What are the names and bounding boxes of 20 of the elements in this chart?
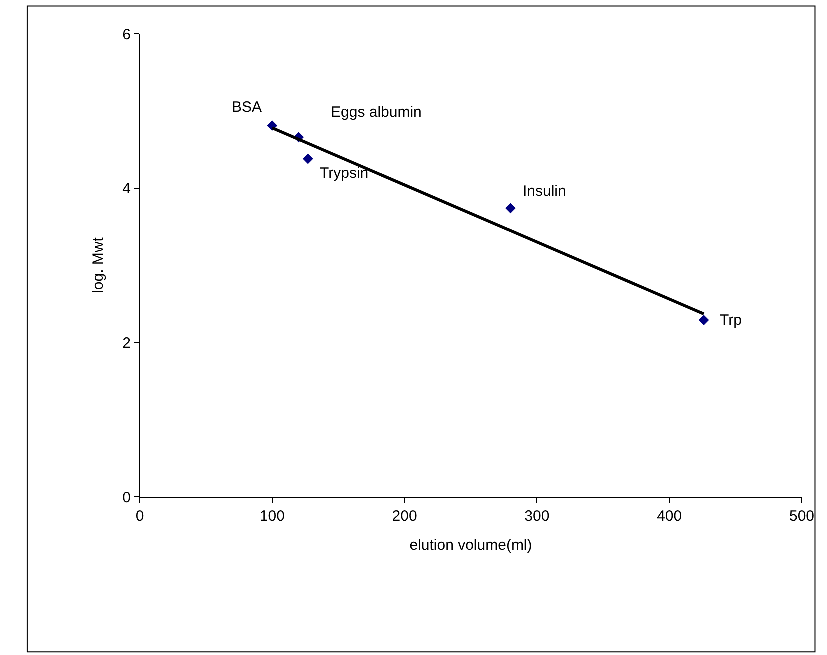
x-tick-label: 500 <box>789 508 815 525</box>
x-tick-label: 100 <box>260 508 285 525</box>
x-tick-label: 0 <box>136 508 144 525</box>
point <box>302 154 314 164</box>
annotation: Trp <box>720 312 742 329</box>
x-tick-label: 400 <box>657 508 682 525</box>
annotation: Eggs albumin <box>331 104 422 121</box>
y-axis-title: log. Mwt <box>90 236 107 294</box>
x-axis-title: elution volume(ml) <box>410 537 532 554</box>
y-tick-label: 6 <box>122 26 131 44</box>
x-tick-label: 300 <box>524 508 550 525</box>
point <box>506 203 516 214</box>
annotation: Insulin <box>523 183 566 200</box>
annotation: Trypsin <box>320 165 369 182</box>
y-tick-label: 4 <box>122 180 131 198</box>
y-tick-label: 0 <box>122 489 131 506</box>
x-tick-label: 200 <box>392 508 418 525</box>
annotation: BSA <box>232 99 262 116</box>
point <box>698 315 710 326</box>
y-tick-label: 2 <box>122 334 131 352</box>
